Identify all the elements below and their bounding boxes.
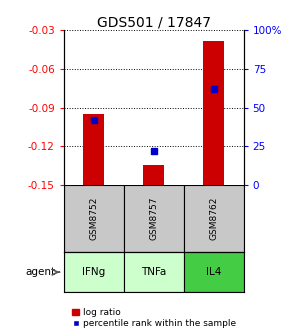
Text: IFNg: IFNg	[82, 267, 105, 277]
Bar	[124, 252, 184, 292]
Text: agent: agent	[25, 267, 55, 277]
Bar	[184, 252, 244, 292]
Bar	[124, 185, 184, 252]
Bar	[64, 252, 124, 292]
Bar	[203, 41, 224, 185]
Text: TNFa: TNFa	[141, 267, 166, 277]
Text: GSM8757: GSM8757	[149, 197, 158, 240]
Legend: log ratio, percentile rank within the sample: log ratio, percentile rank within the sa…	[68, 304, 240, 332]
Text: GSM8752: GSM8752	[89, 197, 98, 240]
Bar	[64, 185, 124, 252]
Bar	[143, 166, 164, 185]
Text: GSM8762: GSM8762	[209, 197, 218, 240]
Text: IL4: IL4	[206, 267, 221, 277]
Bar	[83, 114, 104, 185]
Bar	[184, 185, 244, 252]
Title: GDS501 / 17847: GDS501 / 17847	[97, 15, 211, 29]
